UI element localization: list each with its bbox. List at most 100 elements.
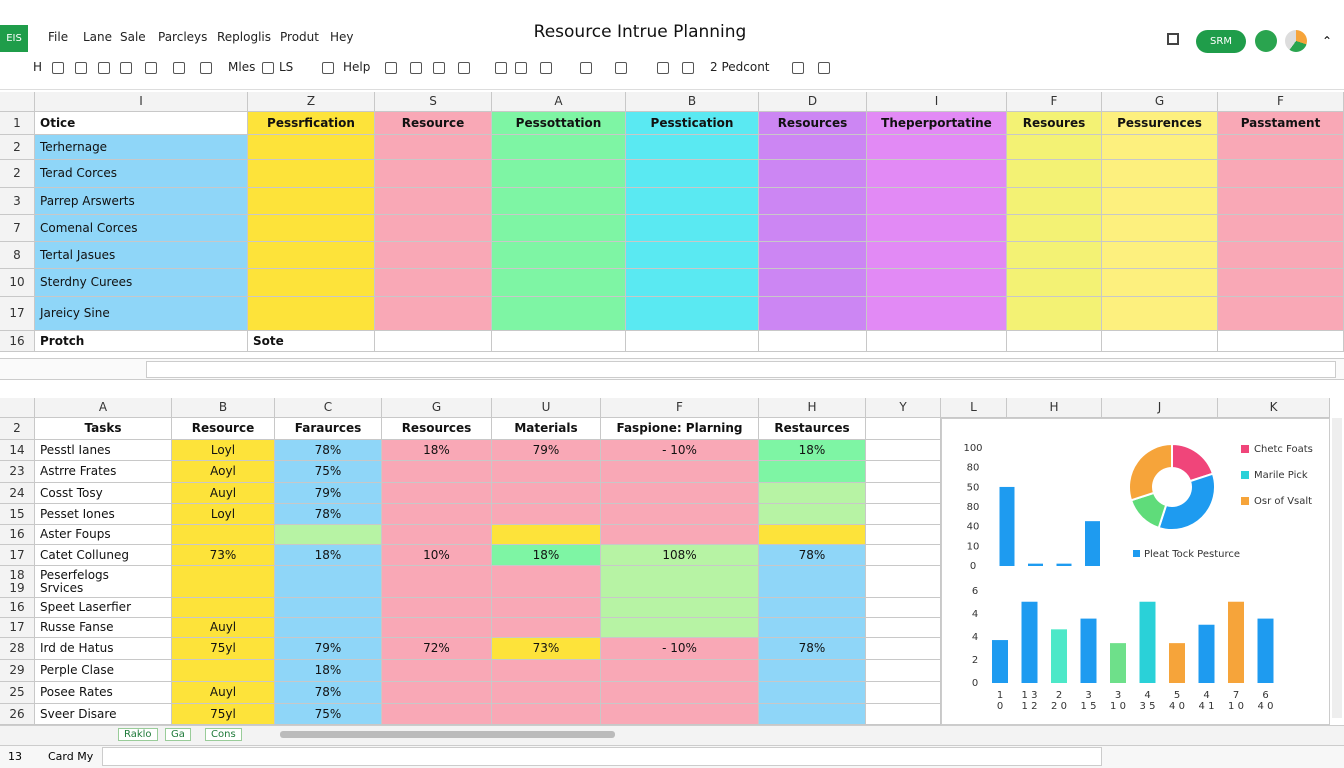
h-scroll[interactable] (280, 731, 615, 738)
data-cell[interactable] (248, 242, 375, 269)
data-cell[interactable] (601, 682, 759, 704)
data-cell[interactable] (248, 188, 375, 215)
toolbar-icon[interactable] (515, 62, 527, 74)
menu-item[interactable]: Produt (280, 30, 319, 44)
data-cell[interactable] (759, 160, 867, 188)
data-cell[interactable]: 73% (172, 545, 275, 566)
data-cell[interactable] (248, 215, 375, 242)
data-cell[interactable] (626, 135, 759, 160)
column-header[interactable]: H (759, 398, 866, 418)
data-cell[interactable] (601, 660, 759, 682)
footer-cell[interactable] (1102, 331, 1218, 352)
footer-cell[interactable] (867, 331, 1007, 352)
header-cell[interactable]: Otice (35, 112, 248, 135)
menu-item[interactable]: File (48, 30, 69, 44)
row-label[interactable]: Parrep Arswerts (35, 188, 248, 215)
toolbar-icon[interactable] (385, 62, 397, 74)
sheet-tab[interactable]: Raklo (118, 728, 158, 741)
data-cell[interactable] (382, 704, 492, 725)
data-cell[interactable] (867, 297, 1007, 331)
collapse-chevron[interactable]: ⌃ (1322, 34, 1333, 48)
data-cell[interactable] (172, 660, 275, 682)
data-cell[interactable] (172, 525, 275, 545)
data-cell[interactable] (275, 618, 382, 638)
task-name[interactable]: Cosst Tosy (35, 483, 172, 504)
data-cell[interactable] (492, 566, 601, 598)
toolbar-icon[interactable] (262, 62, 274, 74)
data-cell[interactable]: 79% (275, 638, 382, 660)
header-cell[interactable]: Materials (492, 418, 601, 440)
header-cell[interactable]: Resource (375, 112, 492, 135)
data-cell[interactable] (1007, 269, 1102, 297)
data-cell[interactable] (492, 160, 626, 188)
header-cell[interactable]: Resoures (1007, 112, 1102, 135)
data-cell[interactable]: Auyl (172, 618, 275, 638)
data-cell[interactable] (375, 188, 492, 215)
data-cell[interactable] (626, 297, 759, 331)
data-cell[interactable]: Loyl (172, 504, 275, 525)
srm-button[interactable]: SRM (1196, 30, 1246, 53)
data-cell[interactable] (601, 483, 759, 504)
data-cell[interactable]: 78% (275, 682, 382, 704)
data-cell[interactable] (382, 566, 492, 598)
data-cell[interactable] (759, 525, 866, 545)
data-cell[interactable]: - 10% (601, 638, 759, 660)
task-name[interactable]: Peserfelogs Srvices (35, 566, 172, 598)
row-label[interactable]: Tertal Jasues (35, 242, 248, 269)
toolbar-item[interactable]: Mles (228, 60, 256, 74)
row-label[interactable]: Terad Corces (35, 160, 248, 188)
toolbar-icon[interactable] (458, 62, 470, 74)
data-cell[interactable]: Auyl (172, 483, 275, 504)
data-cell[interactable] (375, 297, 492, 331)
toolbar-icon[interactable] (682, 62, 694, 74)
data-cell[interactable] (867, 135, 1007, 160)
data-cell[interactable] (1218, 269, 1344, 297)
data-cell[interactable]: 18% (275, 545, 382, 566)
toolbar-icon[interactable] (495, 62, 507, 74)
data-cell[interactable]: 79% (492, 440, 601, 461)
data-cell[interactable] (759, 188, 867, 215)
data-cell[interactable] (759, 660, 866, 682)
data-cell[interactable]: 72% (382, 638, 492, 660)
data-cell[interactable] (248, 269, 375, 297)
data-cell[interactable]: Loyl (172, 440, 275, 461)
toolbar-icon[interactable] (120, 62, 132, 74)
data-cell[interactable] (867, 269, 1007, 297)
column-header[interactable]: Y (866, 398, 941, 418)
data-cell[interactable]: 78% (275, 504, 382, 525)
data-cell[interactable] (867, 215, 1007, 242)
footer-cell[interactable] (375, 331, 492, 352)
footer-cell[interactable]: Protch (35, 331, 248, 352)
toolbar-item[interactable]: LS (279, 60, 294, 74)
data-cell[interactable] (492, 618, 601, 638)
data-cell[interactable] (1218, 135, 1344, 160)
check-button[interactable] (1255, 30, 1277, 52)
data-cell[interactable] (1102, 188, 1218, 215)
column-header[interactable]: B (172, 398, 275, 418)
toolbar-icon[interactable] (792, 62, 804, 74)
task-name[interactable]: Posee Rates (35, 682, 172, 704)
footer-cell[interactable]: Sote (248, 331, 375, 352)
column-header[interactable]: F (1218, 92, 1344, 112)
data-cell[interactable] (492, 598, 601, 618)
data-cell[interactable] (382, 682, 492, 704)
data-cell[interactable] (1007, 242, 1102, 269)
data-cell[interactable] (759, 483, 866, 504)
toolbar-icon[interactable] (98, 62, 110, 74)
toolbar-icon[interactable] (52, 62, 64, 74)
toolbar-icon[interactable] (75, 62, 87, 74)
column-header[interactable]: L (941, 398, 1007, 418)
data-cell[interactable] (759, 242, 867, 269)
toolbar-icon[interactable] (433, 62, 445, 74)
toolbar-icon[interactable] (410, 62, 422, 74)
data-cell[interactable] (492, 682, 601, 704)
row-label[interactable]: Terhernage (35, 135, 248, 160)
footer-cell[interactable] (1218, 331, 1344, 352)
data-cell[interactable] (492, 525, 601, 545)
column-header[interactable]: G (382, 398, 492, 418)
data-cell[interactable]: 78% (759, 545, 866, 566)
task-name[interactable]: Sveer Disare (35, 704, 172, 725)
data-cell[interactable] (626, 242, 759, 269)
data-cell[interactable] (382, 598, 492, 618)
data-cell[interactable]: 10% (382, 545, 492, 566)
